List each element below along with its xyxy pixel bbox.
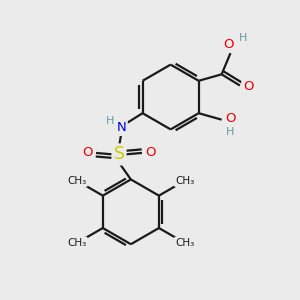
Text: CH₃: CH₃ (175, 176, 194, 186)
Text: H: H (226, 127, 235, 137)
Text: H: H (238, 33, 247, 43)
Text: O: O (82, 146, 93, 159)
Text: CH₃: CH₃ (67, 176, 86, 186)
Text: O: O (225, 112, 236, 125)
Text: CH₃: CH₃ (67, 238, 86, 248)
Text: H: H (106, 116, 114, 126)
Text: N: N (116, 122, 126, 134)
Text: CH₃: CH₃ (175, 238, 194, 248)
Text: O: O (145, 146, 155, 159)
Text: S: S (113, 146, 124, 164)
Text: O: O (224, 38, 234, 51)
Text: O: O (243, 80, 254, 94)
